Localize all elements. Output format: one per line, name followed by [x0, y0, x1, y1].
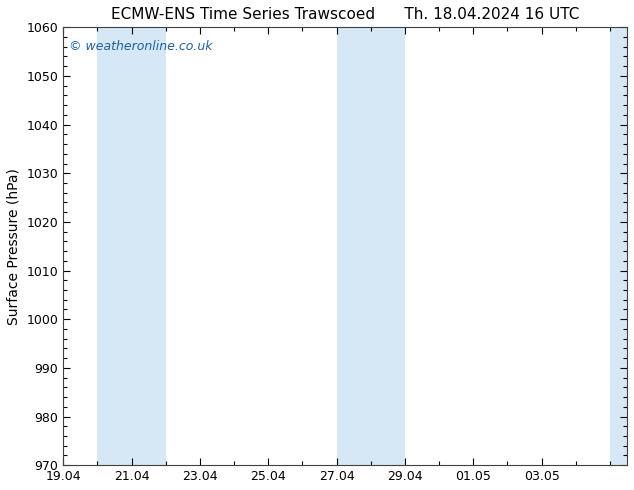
Y-axis label: Surface Pressure (hPa): Surface Pressure (hPa): [7, 168, 21, 325]
Bar: [132, 27, 165, 465]
Title: ECMW-ENS Time Series Trawscoed      Th. 18.04.2024 16 UTC: ECMW-ENS Time Series Trawscoed Th. 18.04…: [111, 7, 579, 22]
Bar: [98, 27, 132, 465]
Bar: [337, 27, 371, 465]
Bar: [610, 27, 627, 465]
Bar: [371, 27, 405, 465]
Text: © weatheronline.co.uk: © weatheronline.co.uk: [69, 40, 212, 53]
